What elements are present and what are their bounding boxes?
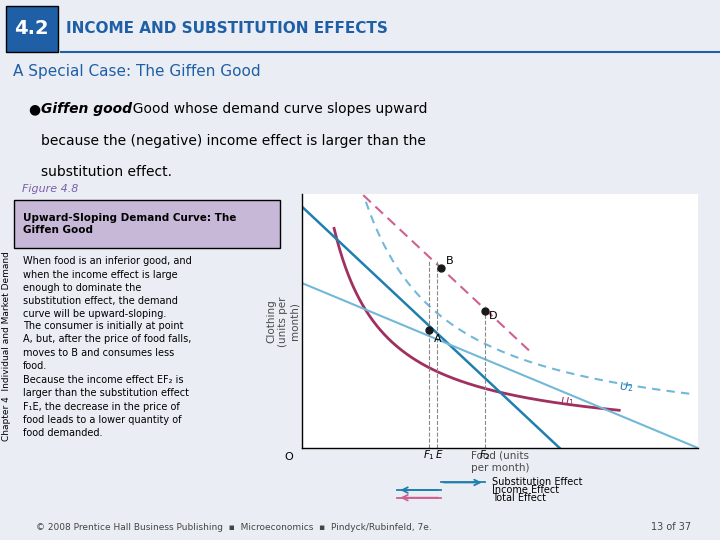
Y-axis label: Clothing
(units per
month): Clothing (units per month) — [266, 296, 300, 347]
Text: because the (negative) income effect is larger than the: because the (negative) income effect is … — [42, 133, 426, 147]
Text: O: O — [284, 452, 293, 462]
Text: Income Effect: Income Effect — [492, 485, 559, 495]
Text: Total Effect: Total Effect — [492, 492, 546, 503]
Text: D: D — [490, 310, 498, 321]
Text: $U_2$: $U_2$ — [619, 380, 634, 394]
Text: $U_1$: $U_1$ — [560, 395, 574, 409]
Text: A: A — [434, 334, 441, 343]
Text: Upward-Sloping Demand Curve: The
Giffen Good: Upward-Sloping Demand Curve: The Giffen … — [22, 213, 236, 235]
Text: ●: ● — [28, 103, 40, 117]
FancyBboxPatch shape — [14, 200, 280, 248]
Text: $F_2$: $F_2$ — [479, 448, 490, 462]
Text: INCOME AND SUBSTITUTION EFFECTS: INCOME AND SUBSTITUTION EFFECTS — [66, 21, 388, 36]
Text: 13 of 37: 13 of 37 — [651, 522, 691, 532]
Text: Giffen good: Giffen good — [42, 103, 132, 117]
Text: Good whose demand curve slopes upward: Good whose demand curve slopes upward — [125, 103, 428, 117]
Text: Substitution Effect: Substitution Effect — [492, 477, 583, 488]
Text: B: B — [446, 256, 454, 266]
Text: A Special Case: The Giffen Good: A Special Case: The Giffen Good — [13, 64, 260, 79]
Text: 4.2: 4.2 — [14, 19, 49, 38]
X-axis label: Food (units
per month): Food (units per month) — [471, 451, 530, 472]
Text: $F_1$: $F_1$ — [423, 448, 435, 462]
Text: $E$: $E$ — [435, 448, 444, 460]
Text: Because the income effect EF₂ is
larger than the substitution effect
F₁E, the de: Because the income effect EF₂ is larger … — [22, 375, 189, 438]
Text: Figure 4.8: Figure 4.8 — [22, 184, 78, 194]
Text: When food is an inferior good, and
when the income effect is large
enough to dom: When food is an inferior good, and when … — [22, 256, 192, 319]
Text: © 2008 Prentice Hall Business Publishing  ▪  Microeconomics  ▪  Pindyck/Rubinfel: © 2008 Prentice Hall Business Publishing… — [36, 523, 432, 532]
Text: substitution effect.: substitution effect. — [42, 165, 173, 179]
Text: Chapter 4  Individual and Market Demand: Chapter 4 Individual and Market Demand — [2, 251, 11, 441]
FancyBboxPatch shape — [6, 5, 58, 52]
Text: The consumer is initially at point
A, but, after the price of food falls,
moves : The consumer is initially at point A, bu… — [22, 321, 191, 371]
